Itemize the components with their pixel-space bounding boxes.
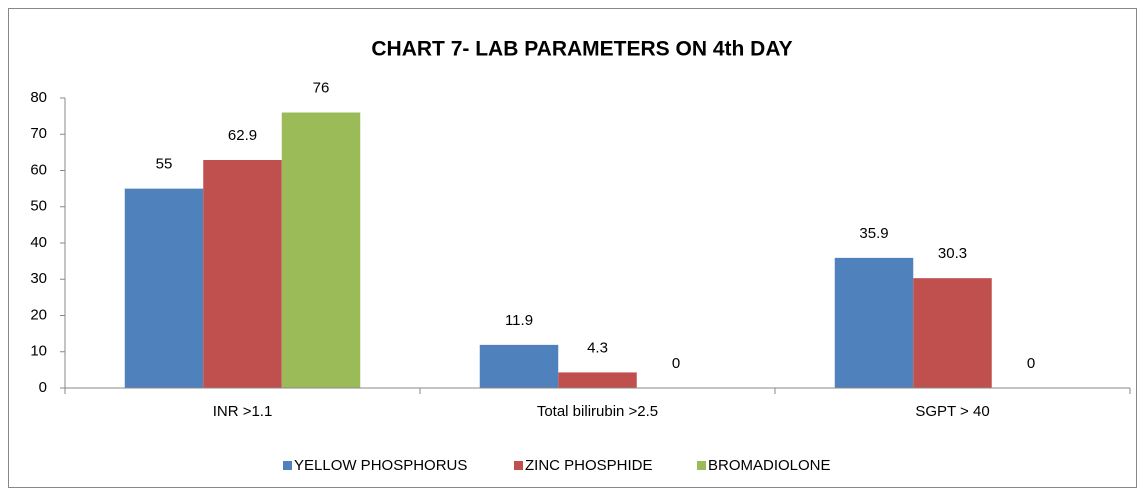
y-tick-label: 40 [30,234,47,251]
x-tick-label: SGPT > 40 [915,403,989,420]
legend-label: YELLOW PHOSPHORUS [294,457,467,474]
bar [558,372,637,388]
legend-label: ZINC PHOSPHIDE [525,457,653,474]
y-tick-label: 60 [30,161,47,178]
data-label: 62.9 [228,127,257,144]
legend-label: BROMADIOLONE [708,457,831,474]
y-tick-label: 0 [39,379,47,396]
data-label: 4.3 [587,339,608,356]
data-label: 30.3 [938,245,967,262]
x-tick-label: Total bilirubin >2.5 [537,403,658,420]
data-label: 11.9 [505,312,533,329]
bar [834,257,914,388]
data-label: 0 [1027,355,1035,372]
y-tick-label: 10 [30,343,47,360]
y-tick-label: 20 [30,306,47,323]
chart-title: CHART 7- LAB PARAMETERS ON 4th DAY [371,38,792,61]
y-tick-label: 30 [30,270,47,287]
y-tick-label: 70 [30,125,47,142]
data-label: 76 [313,79,330,96]
bar [479,344,559,388]
legend-swatch [697,461,706,470]
data-label: 0 [672,355,680,372]
y-tick-label: 80 [30,89,47,106]
legend-swatch [514,461,523,470]
x-tick-label: INR >1.1 [213,403,273,420]
bar [913,278,992,388]
bar [203,159,282,388]
bar [281,112,361,388]
data-label: 55 [156,156,173,173]
bar [124,188,204,388]
y-tick-label: 50 [30,198,47,215]
legend-swatch [283,461,292,470]
data-label: 35.9 [859,225,888,242]
